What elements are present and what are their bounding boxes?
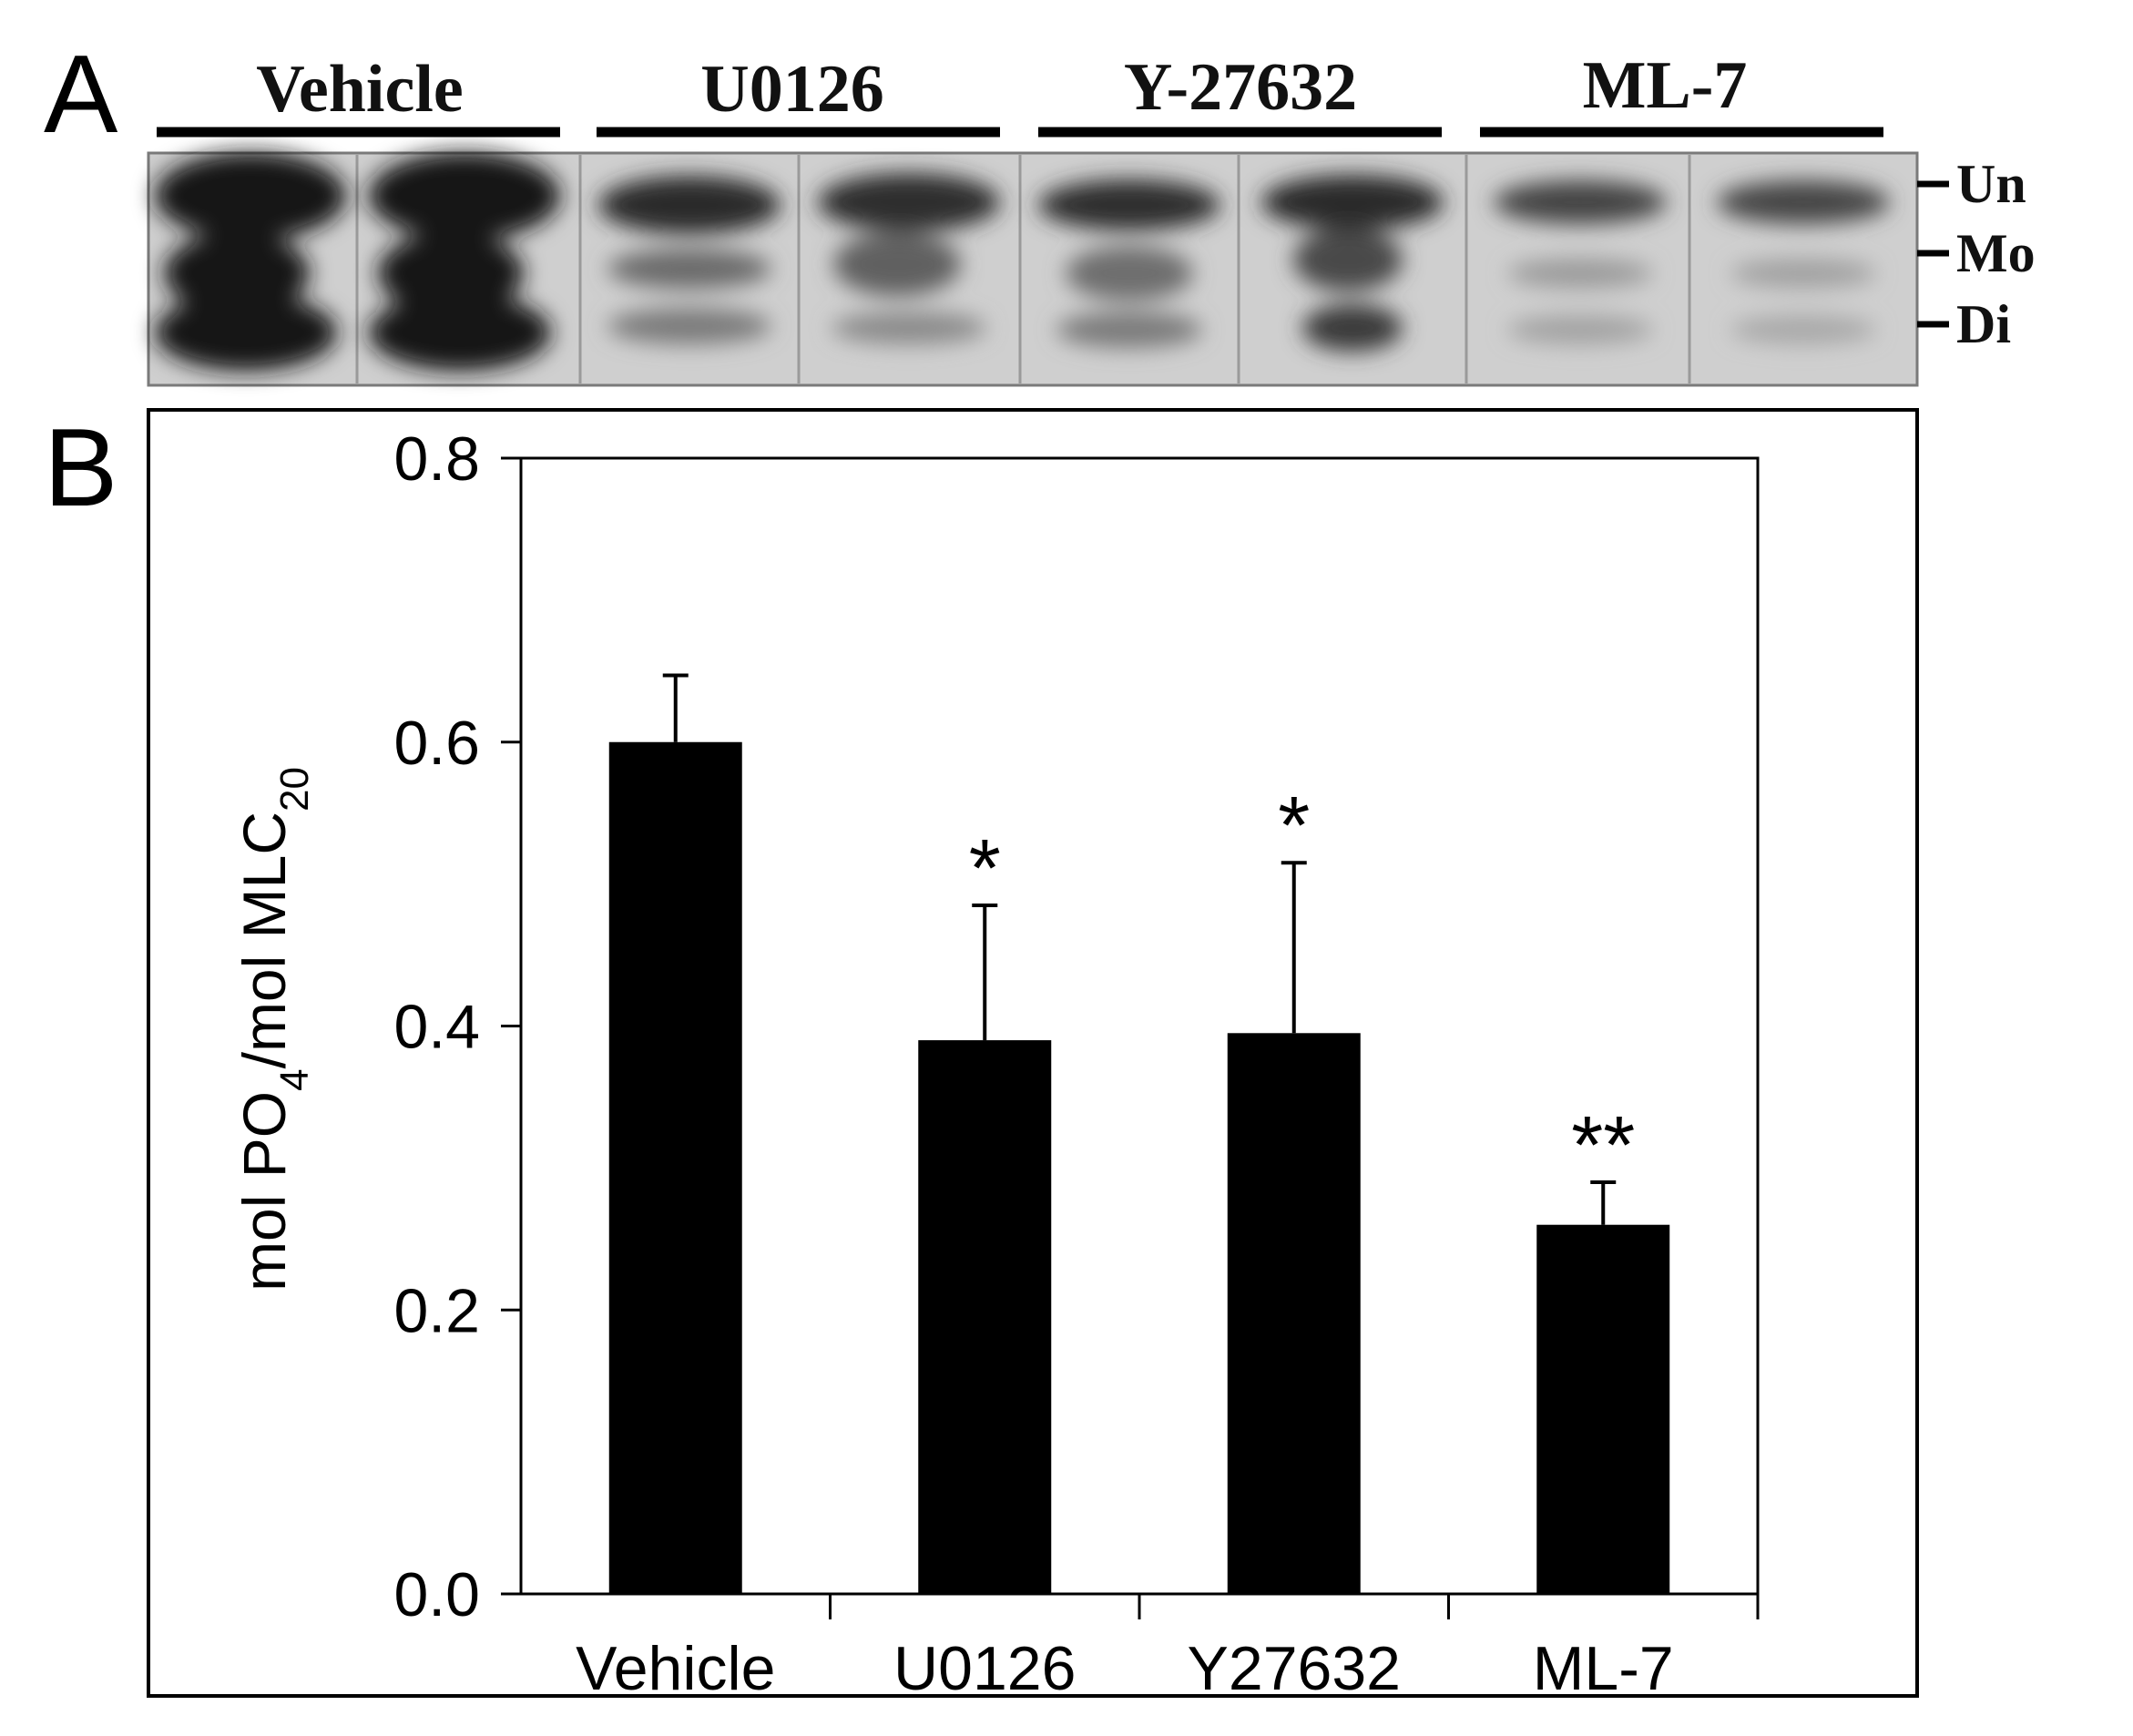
bar [918,1040,1052,1594]
bar [1227,1033,1361,1594]
panel-b: B mol PO4/mol MLC20 0.0 0.2 0.4 0.6 0.8 Vehic… [44,405,1919,1703]
lane-group-label-y27632: Y-27632 [1124,50,1357,125]
y-tick-label: 0.2 [393,1276,480,1345]
band-label-di: Di [1956,294,2011,354]
lane-group-label-vehicle: Vehicle [256,52,463,127]
bar [608,741,742,1594]
significance-marker: * [969,823,1001,914]
x-category-label: U0126 [893,1634,1076,1703]
band-label-un: Un [1956,154,2026,214]
y-tick-label: 0.6 [393,709,480,778]
band-label-mo: Mo [1956,223,2036,283]
bar [1536,1224,1670,1594]
chart-axes: 0.0 0.2 0.4 0.6 0.8 Vehicle U0126 Y27632 ML-7 [393,424,1760,1703]
x-category-label: Vehicle [576,1634,775,1703]
y-tick-label: 0.0 [393,1560,480,1629]
chart-bars: * *** [608,673,1670,1594]
lane-group-label-u0126: U0126 [700,52,883,127]
y-tick-label: 0.4 [393,993,480,1062]
significance-marker: ** [1571,1100,1635,1191]
panel-b-letter: B [44,405,117,529]
western-blot [147,151,1919,387]
x-category-label: Y27632 [1188,1634,1401,1703]
y-tick-label: 0.8 [393,424,480,494]
significance-marker: * [1278,781,1310,872]
x-category-label: ML-7 [1533,1634,1674,1703]
y-axis-label: mol PO4/mol MLC20 [230,767,317,1292]
panel-b-frame [147,408,1919,1698]
lane-group-label-ml7: ML-7 [1583,48,1748,123]
plot-area-border [521,456,1760,1594]
panel-a-letter: A [44,32,118,156]
panel-a: A Vehicle U0126 Y-27632 ML-7 [44,32,2036,387]
